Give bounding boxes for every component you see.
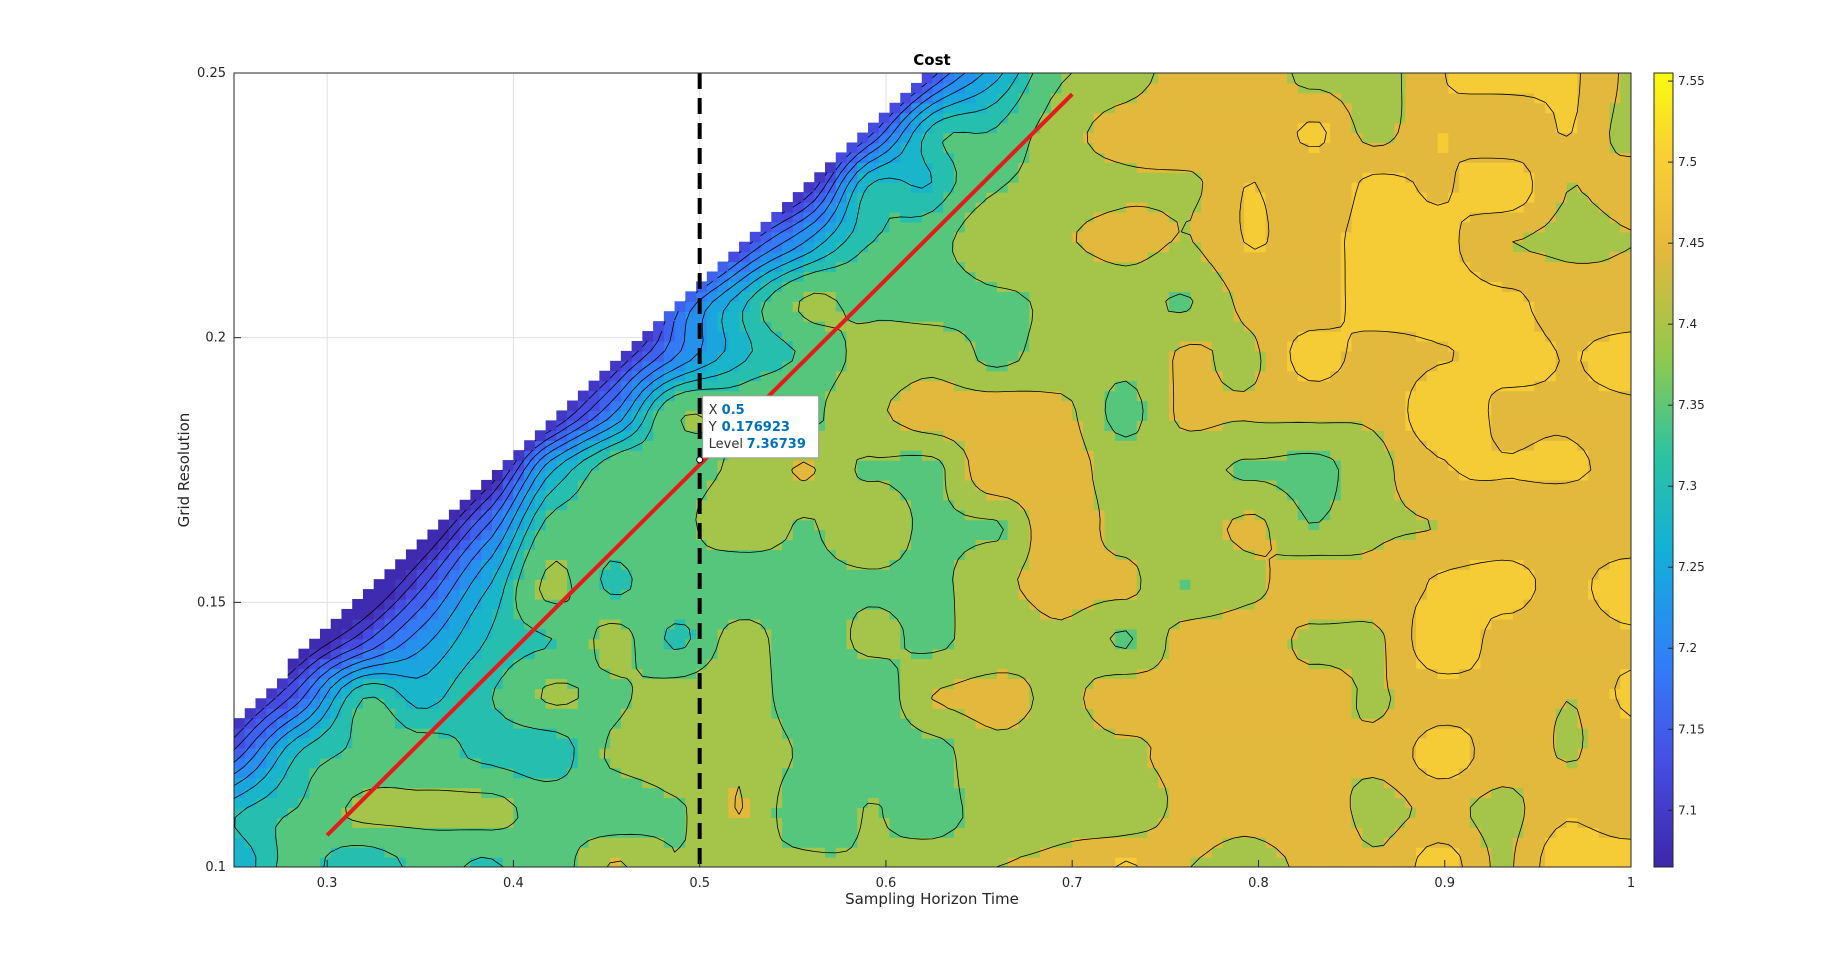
y-tick-label-1: 0.15 <box>197 595 226 610</box>
contour-level-1 <box>234 171 828 739</box>
datatip-x-key: X <box>709 403 718 418</box>
chart-title: Cost <box>913 51 950 69</box>
contour-level-2 <box>234 73 939 751</box>
contour-level-5 <box>234 73 984 787</box>
plot-frame <box>233 72 1632 868</box>
y-axis-label: Grid Resolution <box>175 413 193 528</box>
colorbar-tick-label-1: 7.15 <box>1678 722 1705 736</box>
colorbar-tick-label-3: 7.25 <box>1678 560 1705 574</box>
colorbar: 7.1 7.15 7.2 7.25 7.3 7.35 7.4 7.45 7.5 7.55 <box>1653 72 1705 868</box>
datatip-y-value: 0.176923 <box>722 420 790 435</box>
datatip-level-key: Level <box>709 437 743 452</box>
colorbar-ticks: 7.1 7.15 7.2 7.25 7.3 7.35 7.4 7.45 7.5 7.55 <box>1668 74 1705 817</box>
datatip-marker[interactable] <box>696 456 704 464</box>
x-tick-label-0: 0.3 <box>317 876 338 891</box>
contour-level-3 <box>234 73 951 763</box>
x-tick-label-5: 0.8 <box>1248 876 1269 891</box>
x-tick-label-1: 0.4 <box>503 876 524 891</box>
datatip[interactable]: X 0.5 Y 0.176923 Level 7.36739 <box>696 395 820 464</box>
y-axis: 0.1 0.15 0.2 0.25 <box>197 66 241 875</box>
colorbar-tick-label-9: 7.55 <box>1678 74 1705 88</box>
contour-level-0 <box>287 469 504 676</box>
contour-level-8 <box>275 73 1034 867</box>
contour-level-6 <box>234 73 1004 799</box>
colorbar-tick-label-6: 7.4 <box>1678 317 1697 331</box>
x-tick-label-6: 0.9 <box>1434 876 1455 891</box>
colorbar-tick-label-5: 7.35 <box>1678 398 1705 412</box>
fit-line <box>325 92 1074 837</box>
datatip-x-value: 0.5 <box>722 403 745 418</box>
x-axis-label: Sampling Horizon Time <box>845 890 1019 908</box>
colorbar-tick-label-0: 7.1 <box>1678 803 1697 817</box>
contour-level-4 <box>234 73 966 775</box>
contour-level-7 <box>234 73 1020 867</box>
contour-lines <box>234 73 1631 867</box>
contour-fills <box>234 73 1631 867</box>
y-tick-label-2: 0.2 <box>205 331 226 346</box>
colorbar-tick-label-4: 7.3 <box>1678 479 1697 493</box>
datatip-y-key: Y <box>708 420 717 435</box>
datatip-level-value: 7.36739 <box>747 437 806 452</box>
y-tick-label-3: 0.25 <box>197 66 226 81</box>
colorbar-tick-label-8: 7.5 <box>1678 155 1697 169</box>
contour-level-11 <box>1115 73 1631 867</box>
y-tick-label-0: 0.1 <box>205 860 226 875</box>
datatip-box <box>702 395 820 459</box>
x-tick-label-7: 1 <box>1627 876 1635 891</box>
colorbar-tick-label-2: 7.2 <box>1678 641 1697 655</box>
overlay-lines <box>325 73 1074 867</box>
x-tick-label-4: 0.7 <box>1062 876 1083 891</box>
contour-level-10 <box>606 73 1631 867</box>
x-tick-label-3: 0.6 <box>876 876 897 891</box>
x-axis: 0.3 0.4 0.5 0.6 0.7 0.8 0.9 1 <box>317 860 1635 891</box>
x-tick-label-2: 0.5 <box>689 876 710 891</box>
colorbar-gradient <box>1653 72 1674 868</box>
colorbar-tick-label-7: 7.45 <box>1678 236 1705 250</box>
